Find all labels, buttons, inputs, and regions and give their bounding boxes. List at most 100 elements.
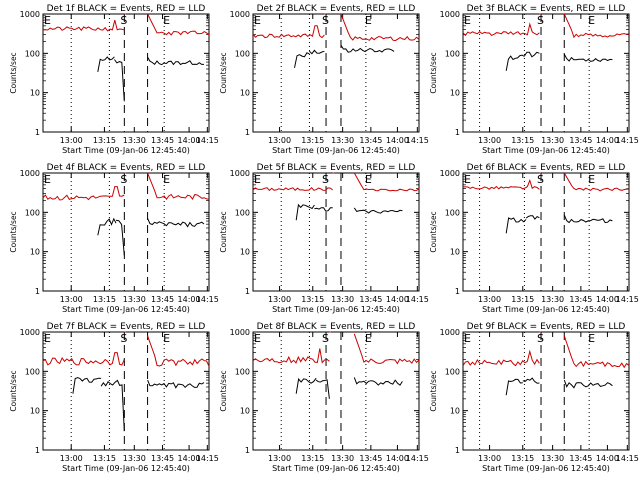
marker-e-right: E [588, 14, 595, 27]
x-tick-label: 13:15 [93, 295, 116, 304]
x-tick-label: 14:00 [178, 136, 201, 145]
y-axis-label: Counts/sec [219, 370, 228, 411]
series-segment [314, 207, 333, 212]
x-tick-label: 13:00 [478, 136, 501, 145]
y-axis-label: Counts/sec [9, 52, 18, 93]
x-tick-label: 13:30 [123, 454, 146, 463]
x-tick-label: 14:15 [406, 454, 429, 463]
y-tick-label: 100 [25, 49, 40, 58]
marker-s: S [120, 332, 127, 345]
x-tick-label: 13:00 [60, 295, 83, 304]
marker-e-left: E [464, 332, 471, 345]
plot-frame [462, 172, 630, 292]
series-segment [147, 335, 210, 367]
plot-frame [462, 13, 630, 133]
marker-e-left: E [254, 14, 261, 27]
marker-s: S [537, 173, 544, 186]
y-tick-label: 1 [455, 128, 460, 137]
events-series [97, 56, 204, 102]
series-segment [72, 377, 102, 394]
x-tick-label: 13:00 [60, 136, 83, 145]
x-tick-label: 13:15 [301, 454, 324, 463]
plot-frame [252, 172, 420, 292]
y-tick-label: 1000 [440, 10, 460, 19]
x-tick-label: 13:45 [359, 454, 382, 463]
y-tick-label: 1000 [230, 10, 250, 19]
series-segment [97, 217, 117, 236]
x-tick-label: 13:30 [541, 136, 564, 145]
x-axis-label: Start Time (09-Jan-06 12:45:40) [482, 464, 610, 473]
marker-e-right: E [365, 332, 372, 345]
series-segment [563, 335, 630, 369]
events-series [72, 377, 205, 432]
y-axis-label: Counts/sec [219, 52, 228, 93]
y-tick-label: 1 [35, 287, 40, 296]
series-segment [113, 59, 125, 102]
marker-e-right: E [588, 173, 595, 186]
series-segment [563, 172, 630, 192]
lld-series [252, 13, 420, 42]
y-tick-label: 1000 [20, 10, 40, 19]
series-segment [252, 186, 334, 192]
y-tick-label: 10 [240, 248, 250, 257]
panel-det-3: Det 3f BLACK = Events, RED = LLD 1 10 100 10… [429, 4, 639, 155]
events-series [295, 377, 403, 399]
series-segment [147, 172, 210, 201]
y-tick-label: 10 [450, 407, 460, 416]
x-tick-label: 13:00 [478, 295, 501, 304]
series-segment [97, 56, 115, 72]
y-tick-label: 1000 [230, 328, 250, 337]
panel-title: Det 3f BLACK = Events, RED = LLD [467, 4, 626, 14]
marker-s: S [322, 173, 329, 186]
x-tick-label: 13:30 [123, 295, 146, 304]
x-tick-label: 14:00 [596, 454, 619, 463]
marker-s: S [322, 14, 329, 27]
x-tick-label: 14:15 [406, 136, 429, 145]
marker-s: S [120, 173, 127, 186]
series-segment [462, 22, 540, 37]
series-segment [525, 215, 540, 220]
y-tick-label: 10 [30, 89, 40, 98]
marker-s: S [322, 332, 329, 345]
x-axis-label: Start Time (09-Jan-06 12:45:40) [482, 305, 610, 314]
x-tick-label: 14:00 [596, 136, 619, 145]
y-axis-label: Counts/sec [9, 211, 18, 252]
x-tick-label: 14:00 [386, 295, 409, 304]
y-tick-label: 100 [235, 208, 250, 217]
y-tick-label: 1 [245, 128, 250, 137]
series-segment [563, 379, 613, 389]
y-tick-label: 1000 [440, 169, 460, 178]
series-segment [147, 56, 204, 66]
series-segment [563, 53, 613, 62]
marker-e-right: E [163, 14, 170, 27]
panel-det-6: Det 6f BLACK = Events, RED = LLD 1 10 100 10… [429, 163, 639, 314]
y-tick-label: 100 [25, 208, 40, 217]
panel-det-5: Det 5f BLACK = Events, RED = LLD 1 10 100 10… [219, 163, 429, 314]
plot-frame [252, 13, 420, 133]
x-tick-label: 13:45 [569, 136, 592, 145]
x-tick-label: 14:00 [596, 295, 619, 304]
series-segment [353, 333, 420, 365]
x-tick-label: 13:45 [569, 295, 592, 304]
x-tick-label: 13:00 [268, 454, 291, 463]
lld-series [462, 13, 630, 39]
marker-e-right: E [365, 14, 372, 27]
marker-e-right: E [588, 332, 595, 345]
x-tick-label: 13:45 [151, 136, 174, 145]
x-tick-label: 13:30 [541, 454, 564, 463]
y-tick-label: 100 [235, 367, 250, 376]
x-tick-label: 13:00 [60, 454, 83, 463]
x-tick-label: 14:15 [616, 136, 639, 145]
y-tick-label: 1000 [440, 328, 460, 337]
x-tick-label: 13:00 [268, 295, 291, 304]
y-axis-label: Counts/sec [429, 370, 438, 411]
y-tick-label: 1000 [20, 169, 40, 178]
y-tick-label: 1 [455, 287, 460, 296]
x-tick-label: 13:15 [93, 454, 116, 463]
series-segment [309, 49, 325, 55]
x-tick-label: 13:15 [511, 295, 534, 304]
y-tick-label: 10 [30, 407, 40, 416]
panel-title: Det 6f BLACK = Events, RED = LLD [467, 163, 626, 173]
x-tick-label: 14:15 [406, 295, 429, 304]
